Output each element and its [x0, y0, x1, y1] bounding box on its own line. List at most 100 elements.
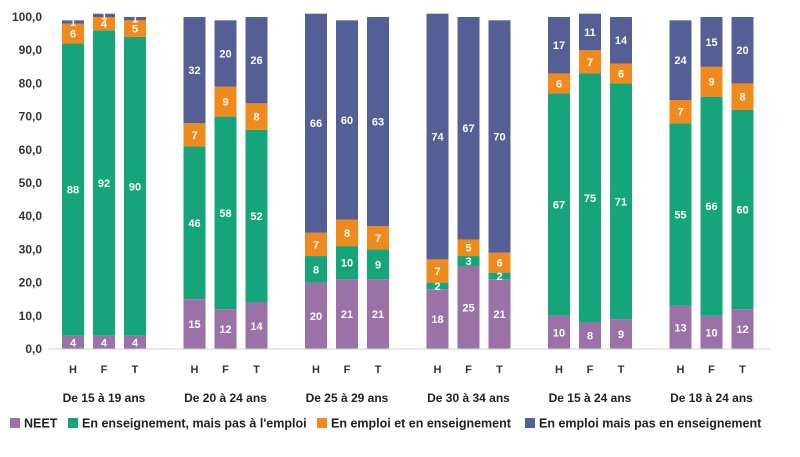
data-label: 7 — [677, 107, 683, 119]
x-category-label: F — [465, 364, 472, 376]
bar-segment — [93, 17, 115, 31]
data-label: 4 — [101, 19, 108, 31]
data-label: 4 — [132, 337, 139, 349]
bar-segment — [214, 309, 237, 349]
bar-segment — [669, 123, 692, 306]
bar-segment — [731, 309, 754, 349]
bar-segment — [488, 20, 511, 253]
y-tick-label: 40,0 — [19, 209, 43, 223]
bar-stack: 21 9 7 63 — [367, 17, 389, 349]
bar-segment — [700, 96, 723, 316]
data-label: 9 — [708, 77, 714, 89]
data-label: 88 — [67, 185, 79, 197]
x-group-label: De 20 à 24 ans — [184, 391, 267, 405]
x-category-label: F — [587, 364, 594, 376]
data-label: 24 — [674, 55, 687, 67]
x-group-label: De 30 à 34 ans — [427, 391, 510, 405]
legend-swatch — [68, 418, 78, 428]
x-category-label: T — [375, 364, 382, 376]
bar-segment — [579, 322, 601, 349]
bar-segment — [669, 20, 692, 100]
bar-stack: 21 10 8 60 — [336, 20, 358, 349]
data-label: 13 — [674, 322, 686, 334]
bar-segment — [367, 226, 389, 250]
bar-segment — [457, 256, 480, 266]
y-tick-label: 20,0 — [19, 276, 43, 290]
bar-segment — [700, 66, 723, 97]
bar-segment — [336, 219, 358, 247]
data-label: 3 — [465, 256, 471, 268]
bar-segment — [124, 20, 146, 37]
y-tick-label: 10,0 — [19, 309, 43, 323]
legend-item: En emploi et en enseignement — [317, 417, 512, 431]
bar-segment — [426, 259, 449, 283]
bar-segment — [93, 335, 115, 349]
bar-segment — [426, 282, 449, 290]
bar-segment — [367, 279, 389, 349]
y-tick-label: 60,0 — [19, 143, 43, 157]
data-label: 1 — [132, 14, 138, 26]
legend-label: NEET — [24, 417, 58, 431]
data-label: 67 — [553, 200, 565, 212]
bar-segment — [669, 100, 692, 124]
data-label: 5 — [132, 24, 138, 36]
data-label: 9 — [618, 329, 624, 341]
x-category-label: T — [132, 364, 139, 376]
bar-segment — [488, 279, 511, 349]
bar-stack: 20 8 7 66 — [305, 13, 327, 349]
data-label: 92 — [98, 178, 110, 190]
legend-item: NEET — [10, 417, 58, 431]
data-label: 90 — [129, 181, 141, 193]
bar-segment — [214, 116, 237, 310]
bar-segment — [426, 289, 449, 349]
y-tick-label: 90,0 — [19, 43, 43, 57]
bar-segment — [669, 305, 692, 349]
bar-segment — [579, 50, 601, 74]
data-label: 63 — [372, 117, 384, 129]
x-category-label: H — [312, 364, 320, 376]
bar-segment — [548, 93, 570, 316]
data-label: 52 — [250, 211, 262, 223]
bar-stack: 15 46 7 32 — [183, 17, 206, 349]
data-label: 20 — [219, 49, 231, 61]
bar-segment — [610, 319, 632, 349]
bar-stack: 25 35 67 — [457, 17, 480, 349]
y-tick-label: 0,0 — [25, 342, 42, 356]
data-label: 67 — [462, 123, 474, 135]
data-label: 4 — [101, 337, 108, 349]
bar-segment — [367, 249, 389, 280]
data-label: 7 — [191, 130, 197, 142]
data-label: 74 — [431, 132, 444, 144]
bar-segment — [183, 17, 206, 124]
legend-item: En enseignement, mais pas à l'emploi — [68, 417, 307, 431]
bar-segment — [610, 17, 632, 64]
bar-segment — [305, 256, 327, 283]
bar-segment — [367, 17, 389, 227]
data-label: 14 — [615, 35, 628, 47]
data-label: 7 — [375, 233, 381, 245]
data-label: 8 — [253, 112, 259, 124]
x-category-label: T — [618, 364, 625, 376]
data-label: 7 — [313, 239, 319, 251]
x-category-label: H — [677, 364, 685, 376]
data-label: 20 — [736, 45, 748, 57]
data-label: 32 — [188, 65, 200, 77]
bar-segment — [457, 17, 480, 240]
data-label: 14 — [250, 321, 263, 333]
x-category-label: F — [708, 364, 715, 376]
bar-stack: 14 52 8 26 — [245, 17, 268, 349]
data-label: 12 — [219, 324, 231, 336]
data-label: 6 — [70, 29, 76, 41]
data-label: 66 — [310, 118, 322, 130]
data-label: 15 — [188, 319, 200, 331]
x-group-label: De 25 à 29 ans — [306, 391, 389, 405]
data-label: 26 — [250, 55, 262, 67]
x-category-label: H — [555, 364, 563, 376]
bar-stack: 10 66 9 15 — [700, 17, 723, 349]
bar-segment — [245, 302, 268, 349]
data-label: 66 — [705, 201, 717, 213]
bar-segment — [610, 83, 632, 320]
data-label: 9 — [375, 259, 381, 271]
data-label: 6 — [496, 258, 502, 270]
bar-segment — [700, 315, 723, 349]
